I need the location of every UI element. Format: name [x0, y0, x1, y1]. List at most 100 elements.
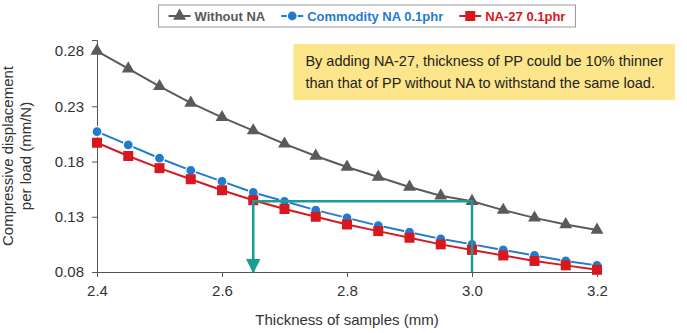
marker-shape [309, 149, 322, 160]
marker-shape [217, 176, 227, 186]
series-point [405, 233, 415, 243]
marker-shape [497, 203, 510, 214]
series-point [91, 44, 104, 55]
x-tick-mark [347, 272, 348, 277]
x-axis: 2.42.62.83.03.2 [87, 272, 608, 299]
marker-shape [434, 188, 447, 199]
y-tick: 0.23 [55, 98, 97, 115]
series-point [155, 163, 165, 173]
marker-shape [173, 9, 186, 20]
x-tick: 3.0 [462, 272, 483, 299]
legend-marker [465, 11, 475, 21]
series-point [155, 153, 165, 163]
y-tick-mark [92, 217, 97, 218]
series-point [122, 61, 135, 72]
marker-shape [287, 11, 297, 21]
marker-shape [247, 123, 260, 134]
y-tick: 0.13 [55, 208, 97, 225]
y-tick-label: 0.18 [55, 153, 84, 170]
series-line [97, 132, 597, 266]
series-line [97, 143, 597, 270]
series-point [278, 136, 291, 147]
marker-shape [559, 217, 572, 228]
x-tick-mark [472, 272, 473, 277]
series-point [559, 217, 572, 228]
x-tick-label: 3.2 [587, 282, 608, 299]
y-axis-line [92, 41, 98, 273]
annotation: By adding NA-27, thickness of PP could b… [293, 44, 675, 100]
x-tick: 2.8 [337, 272, 358, 299]
series-point [373, 226, 383, 236]
legend: Without NA Commodity NA 0.1phr NA-27 0.1ph… [159, 5, 576, 27]
y-tick-mark [92, 272, 97, 273]
legend-item: Commodity NA 0.1phr [281, 9, 443, 24]
series-point [341, 160, 354, 171]
marker-shape [216, 110, 229, 121]
marker-shape [217, 185, 227, 195]
marker-shape [123, 140, 133, 150]
y-tick: 0.28 [55, 42, 97, 59]
annotation-text: than that of PP without NA to withstand … [305, 75, 655, 91]
marker-shape [591, 223, 604, 234]
y-tick: 0.08 [55, 263, 97, 280]
marker-shape [280, 204, 290, 214]
x-axis-line [98, 273, 598, 278]
series-point [309, 149, 322, 160]
y-tick-label: 0.08 [55, 263, 84, 280]
marker-shape [373, 226, 383, 236]
series-point [561, 260, 571, 270]
series-point [434, 188, 447, 199]
marker-shape [436, 239, 446, 249]
y-axis-title-line: per load (mm/N) [17, 102, 34, 210]
series-point [498, 250, 508, 260]
marker-shape [184, 96, 197, 107]
marker-shape [186, 165, 196, 175]
series-point [591, 223, 604, 234]
series-point [342, 219, 352, 229]
y-tick-label: 0.28 [55, 42, 84, 59]
annotation-text: By adding NA-27, thickness of PP could b… [305, 53, 663, 69]
series-point [217, 185, 227, 195]
series-point [216, 110, 229, 121]
marker-shape [530, 256, 540, 266]
series-point [530, 256, 540, 266]
marker-shape [405, 233, 415, 243]
series-point [528, 210, 541, 221]
marker-shape [92, 138, 102, 148]
y-tick: 0.18 [55, 153, 97, 170]
marker-shape [342, 219, 352, 229]
series-point [186, 165, 196, 175]
series-point [247, 123, 260, 134]
y-axis-title-line: Compressive displacement [0, 65, 16, 246]
legend-marker [173, 9, 186, 20]
y-axis-title: Compressive displacementper load (mm/N) [0, 65, 34, 246]
y-tick-mark [92, 162, 97, 163]
series-point [311, 212, 321, 222]
marker-shape [528, 210, 541, 221]
legend-label: Without NA [195, 9, 266, 24]
x-tick: 3.2 [587, 272, 608, 299]
marker-shape [92, 127, 102, 137]
legend-item: NA-27 0.1phr [459, 9, 565, 24]
x-tick-label: 3.0 [462, 282, 483, 299]
y-axis: 0.08 0.13 0.18 0.23 0.28 [55, 41, 98, 281]
marker-shape [311, 212, 321, 222]
reference-arrow [253, 201, 472, 272]
legend-label: Commodity NA 0.1phr [307, 9, 443, 24]
x-tick-label: 2.6 [212, 282, 233, 299]
marker-shape [155, 153, 165, 163]
legend-box [159, 5, 576, 27]
marker-shape [465, 11, 475, 21]
series-point [123, 151, 133, 161]
marker-shape [122, 61, 135, 72]
x-tick-label: 2.8 [337, 282, 358, 299]
marker-shape [561, 260, 571, 270]
y-tick-label: 0.23 [55, 98, 84, 115]
marker-shape [123, 151, 133, 161]
series-point [403, 179, 416, 190]
series-point [123, 140, 133, 150]
marker-shape [372, 170, 385, 181]
marker-shape [278, 136, 291, 147]
annotation-box [293, 44, 675, 100]
legend-marker [287, 11, 297, 21]
